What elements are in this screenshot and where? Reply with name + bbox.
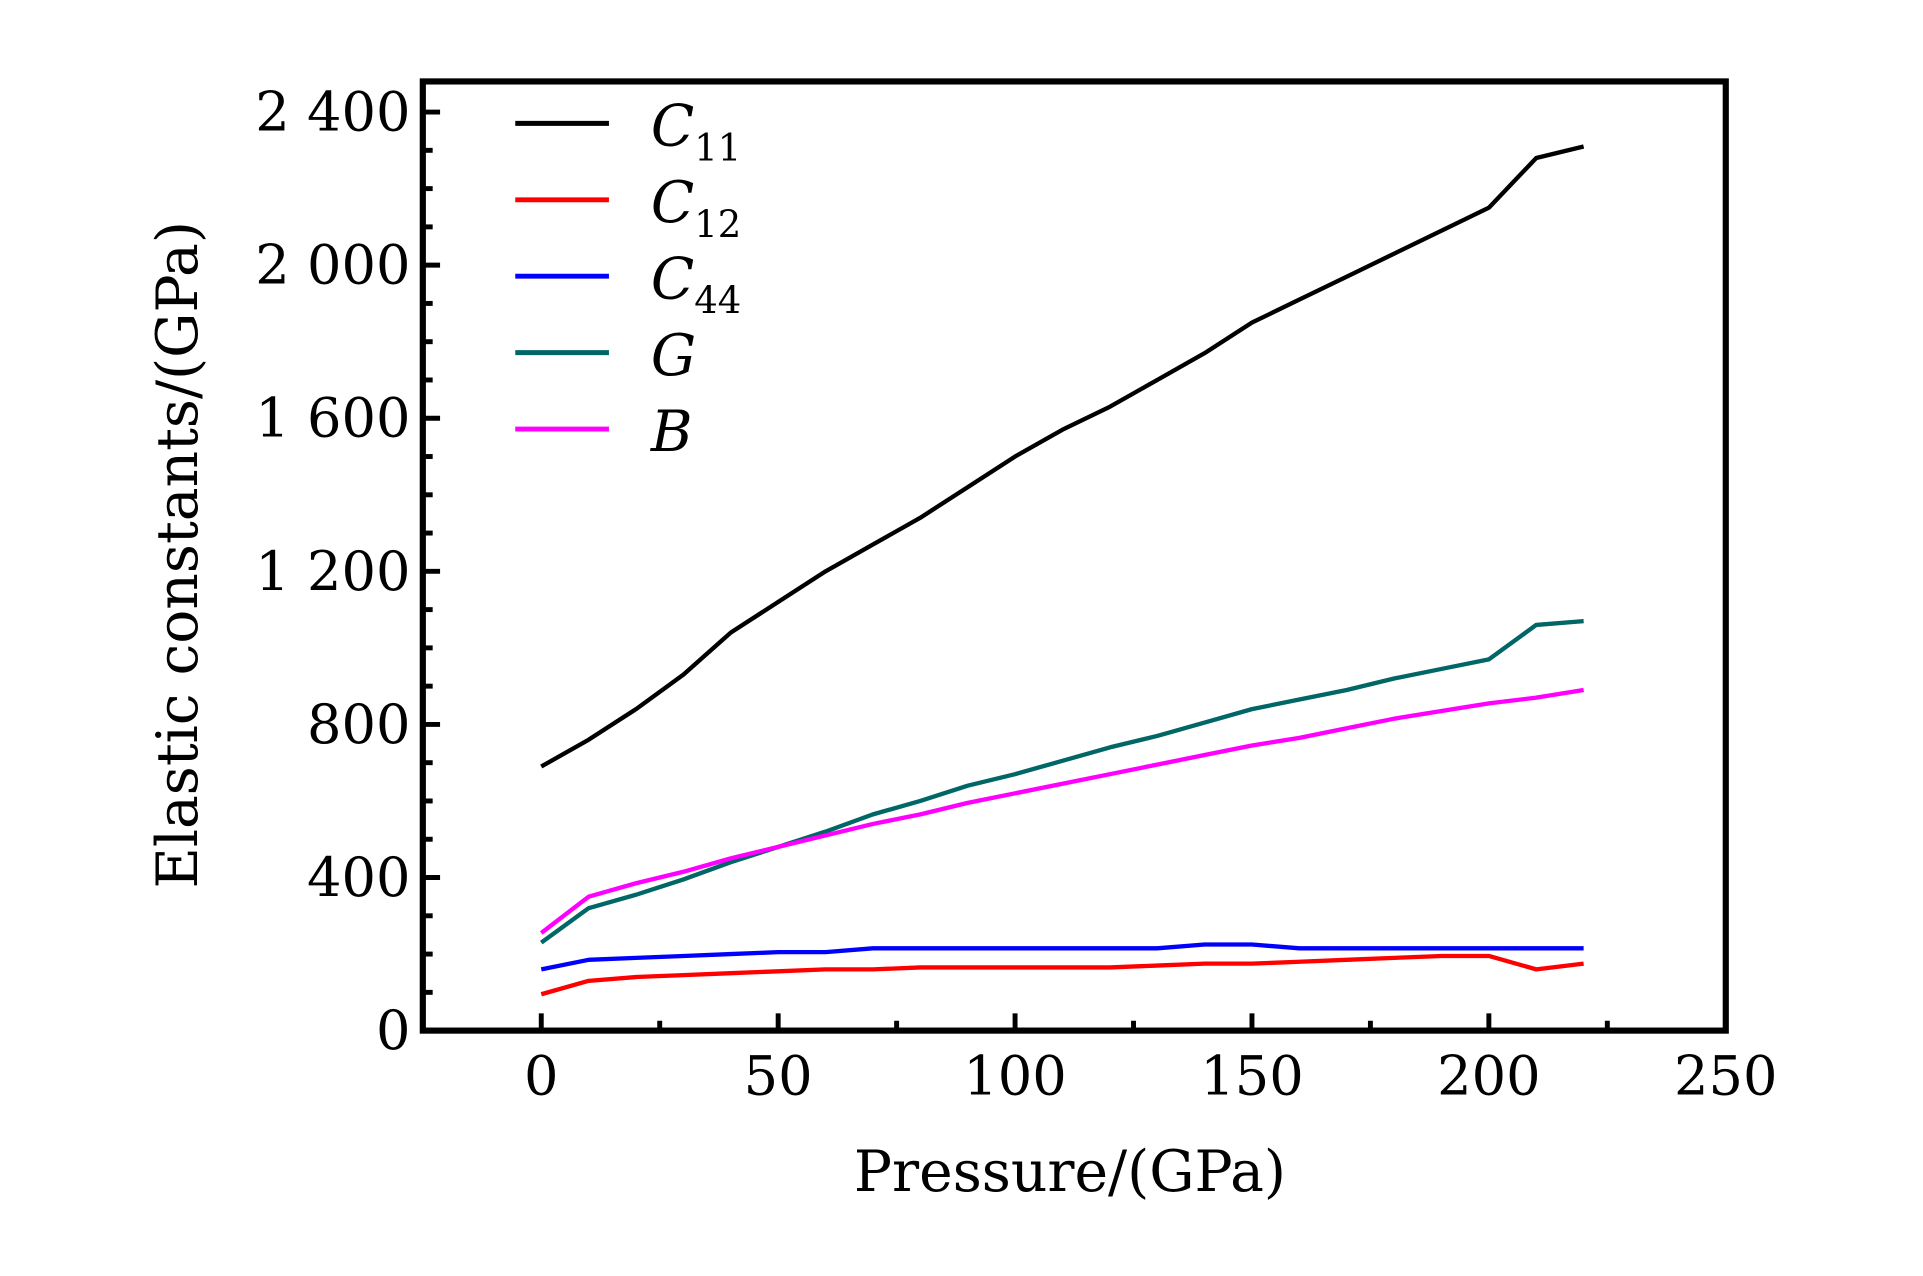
y-tick-label: 400 — [307, 846, 410, 909]
series-line-g — [539, 618, 1584, 945]
series-line-c44 — [540, 942, 1584, 972]
series-line-c12 — [540, 953, 1584, 997]
y-tick-label: 2 400 — [255, 81, 410, 144]
y-tick-label: 1 200 — [255, 540, 410, 603]
legend-label: C44 — [651, 246, 741, 322]
x-tick-label: 100 — [963, 1045, 1067, 1108]
legend-label: C12 — [651, 170, 741, 246]
y-tick-label: 2 000 — [255, 234, 410, 297]
legend-label: C11 — [651, 94, 741, 170]
series-line-c11 — [540, 144, 1585, 769]
legend-label: B — [650, 399, 693, 465]
y-tick-label: 0 — [376, 999, 411, 1062]
x-axis-label: Pressure/(GPa) — [854, 1139, 1286, 1205]
y-axis-label: Elastic constants/(GPa) — [145, 221, 211, 889]
y-tick-label: 1 600 — [255, 387, 410, 450]
x-tick-label: 50 — [744, 1045, 813, 1108]
x-tick-label: 0 — [524, 1045, 558, 1108]
series-line-b — [539, 687, 1584, 935]
series-lines — [539, 144, 1585, 997]
y-tick-label: 800 — [307, 693, 410, 756]
x-tick-label: 150 — [1200, 1045, 1304, 1108]
axis-ticks: 0 50 100 150 200 250 0 400 800 1 200 1 600 2 000 2 4… — [255, 81, 1777, 1108]
x-tick-label: 250 — [1674, 1045, 1778, 1108]
legend-label: G — [651, 323, 696, 389]
x-tick-label: 200 — [1437, 1045, 1541, 1108]
plot-frame — [419, 78, 1729, 1034]
